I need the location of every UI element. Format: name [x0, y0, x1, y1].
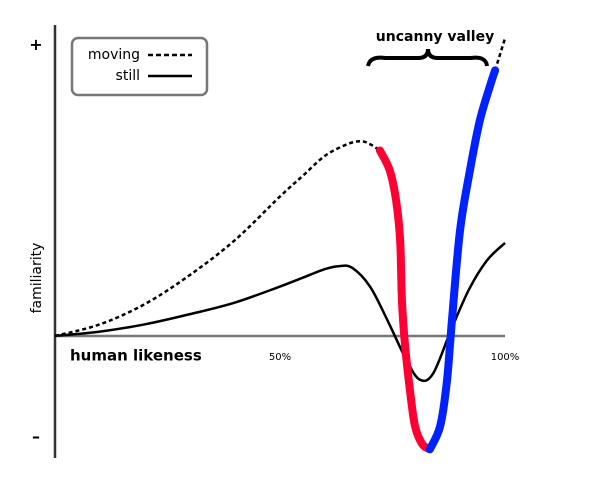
legend-label: still: [116, 68, 140, 84]
y-axis-label: familiarity: [29, 243, 45, 314]
y-tick-label: +: [29, 35, 42, 54]
brace: [366, 48, 489, 67]
highlight-segment: [375, 146, 434, 454]
legend-label: moving: [88, 47, 140, 63]
y-tick-label: –: [32, 427, 40, 446]
x-axis-label: human likeness: [70, 347, 202, 365]
x-tick-label: 50%: [269, 352, 291, 363]
x-tick-label: 100%: [491, 352, 520, 363]
legend-box: [70, 36, 209, 97]
highlight-segment: [425, 66, 500, 454]
annotation: uncanny valley: [376, 29, 494, 45]
